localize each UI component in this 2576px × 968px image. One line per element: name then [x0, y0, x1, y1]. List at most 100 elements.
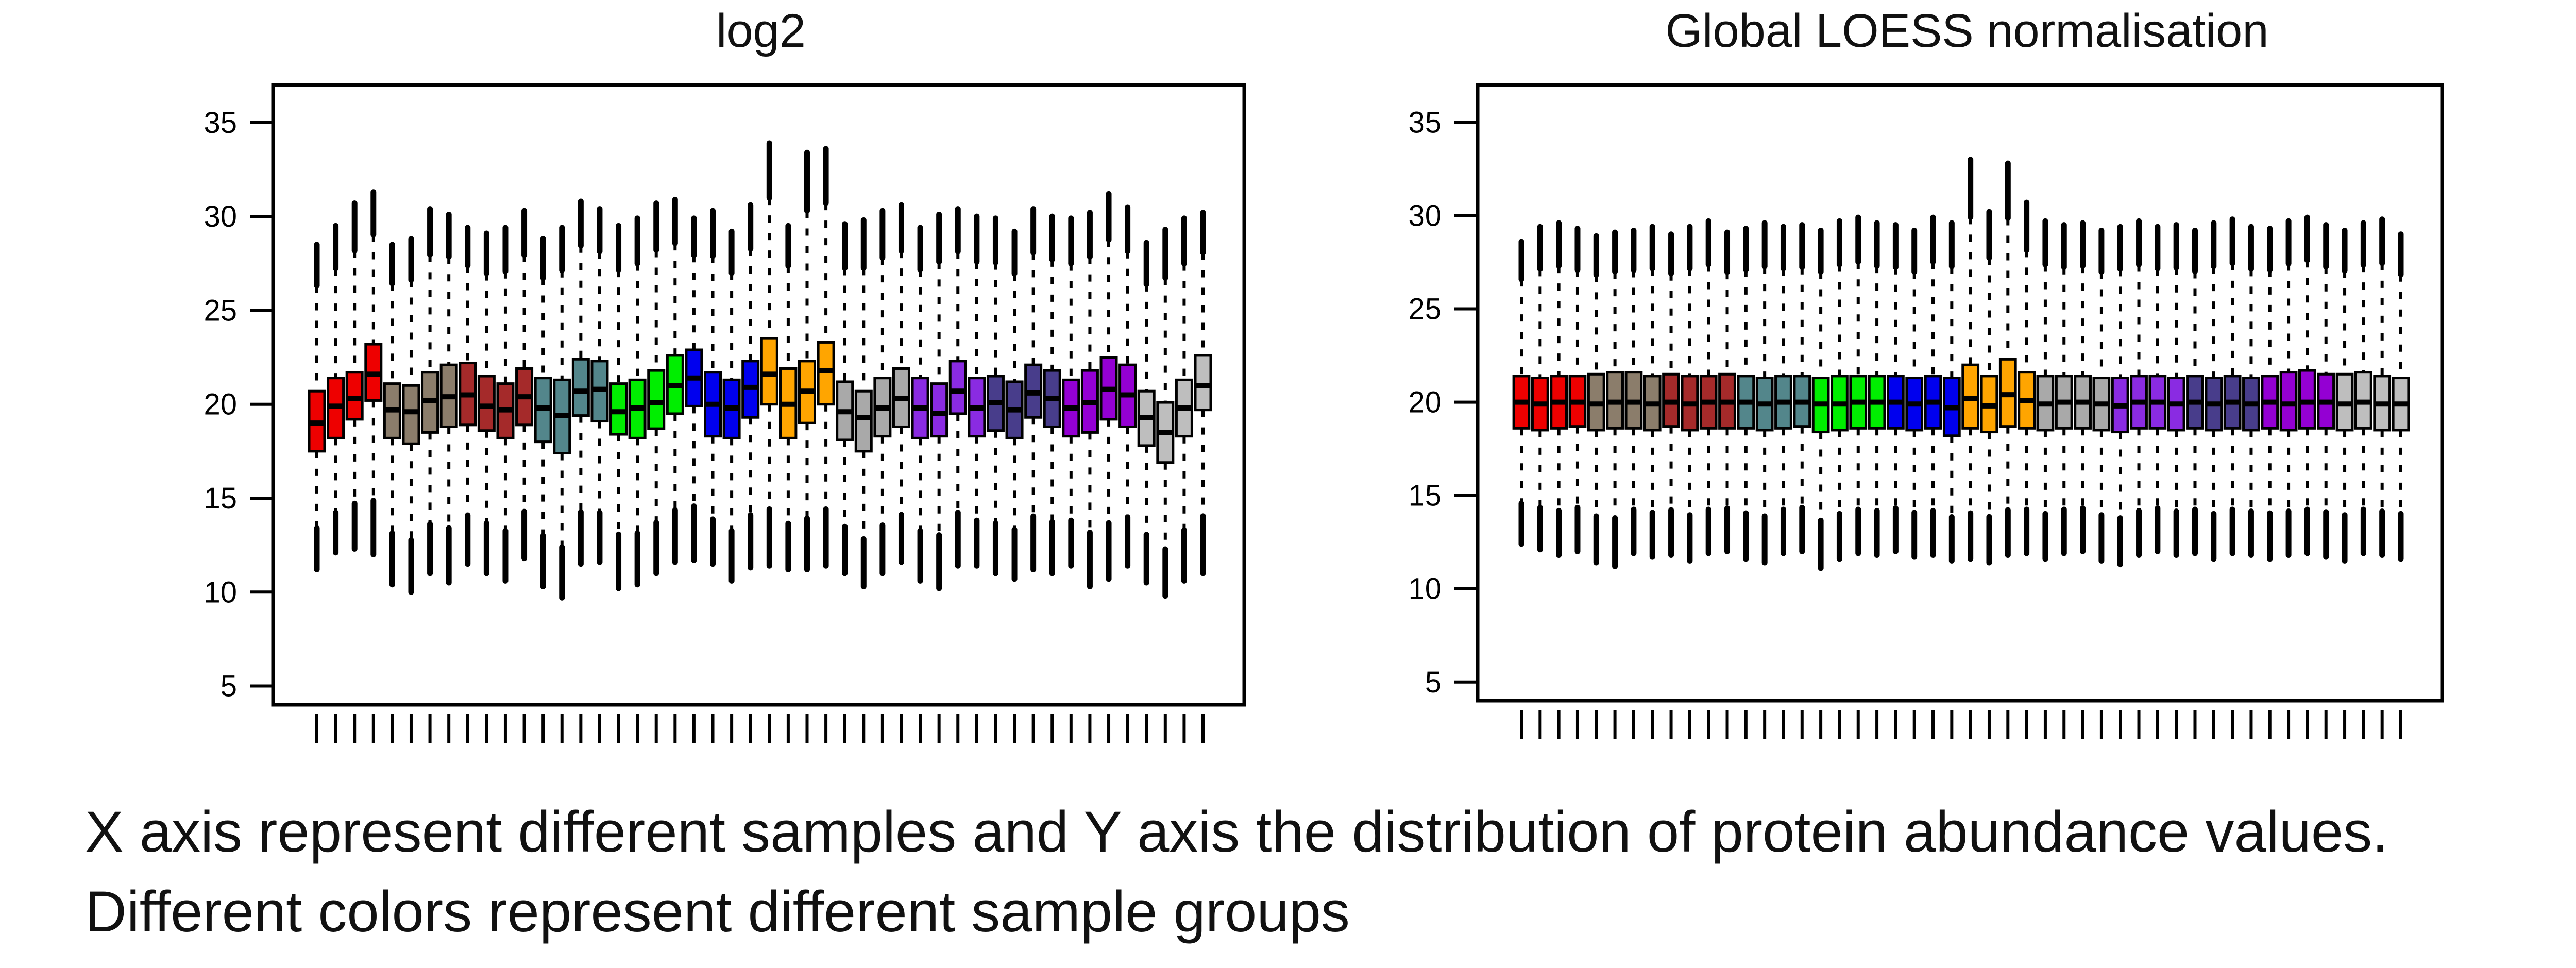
box-sample-9 [459, 225, 477, 567]
box-sample-13 [1737, 226, 1755, 562]
box-sample-46 [2354, 220, 2372, 556]
box [1886, 375, 1905, 430]
box [571, 358, 590, 417]
box-sample-20 [1868, 220, 1886, 558]
box [647, 369, 666, 430]
y-tick-label: 20 [1408, 386, 1442, 419]
caption-line-2: Different colors represent different sam… [85, 879, 1350, 944]
box-sample-31 [873, 208, 892, 576]
y-tick-label: 5 [1425, 666, 1442, 699]
box-sample-45 [2335, 227, 2354, 564]
box-sample-44 [2317, 222, 2335, 560]
box-sample-48 [2392, 231, 2410, 562]
plot-frame [271, 83, 1246, 707]
box-sample-1 [1512, 239, 1531, 547]
box-sample-9 [1662, 231, 1680, 558]
box-sample-14 [1755, 220, 1774, 566]
box-sample-23 [1924, 214, 1942, 558]
box-sample-15 [571, 198, 590, 567]
box-sample-1 [308, 242, 326, 573]
box-sample-42 [2279, 218, 2298, 558]
box-sample-14 [553, 225, 571, 601]
box-sample-47 [2373, 216, 2392, 558]
box-sample-7 [1624, 227, 1643, 556]
box-sample-12 [1718, 229, 1736, 554]
box-sample-45 [1137, 240, 1156, 586]
box-sample-24 [1942, 220, 1961, 564]
box [477, 375, 496, 432]
box-sample-6 [402, 236, 420, 595]
box-sample-27 [798, 149, 816, 573]
box-sample-34 [2130, 218, 2148, 558]
box-sample-35 [2148, 224, 2167, 554]
box-sample-37 [2186, 227, 2204, 556]
box-sample-5 [1587, 233, 1605, 566]
chart-title-log2: log2 [716, 5, 806, 57]
plot-frame [1476, 83, 2444, 703]
box-sample-10 [477, 230, 496, 576]
box-sample-4 [364, 189, 383, 557]
y-tick-label: 15 [204, 482, 237, 515]
box-sample-35 [948, 206, 967, 569]
y-tick-label: 10 [1408, 572, 1442, 606]
y-tick-label: 20 [204, 388, 237, 421]
box-sample-16 [590, 206, 609, 565]
box [345, 371, 364, 421]
box-sample-36 [2167, 222, 2185, 558]
box-sample-37 [986, 215, 1005, 576]
box-sample-39 [1024, 206, 1043, 573]
box-sample-33 [2111, 224, 2129, 568]
box-sample-29 [836, 221, 854, 576]
box-sample-42 [1080, 210, 1099, 589]
box-sample-30 [854, 217, 873, 589]
box-sample-26 [1980, 209, 1998, 566]
box-sample-17 [609, 223, 628, 591]
box-sample-43 [2298, 214, 2316, 556]
box-sample-19 [1849, 214, 1868, 556]
box-sample-17 [1811, 227, 1830, 571]
box-sample-28 [2018, 199, 2036, 556]
box-sample-12 [515, 208, 534, 562]
box-sample-47 [1175, 215, 1193, 584]
box-sample-34 [930, 212, 948, 591]
y-tick-label: 30 [204, 200, 237, 233]
y-tick-label: 25 [204, 294, 237, 327]
box-sample-40 [2242, 224, 2260, 558]
box-sample-18 [628, 215, 647, 588]
box [1194, 354, 1212, 412]
box-sample-25 [1961, 157, 1980, 562]
box-sample-40 [1043, 213, 1061, 576]
box [948, 360, 967, 415]
box-sample-30 [2055, 222, 2073, 556]
box-sample-33 [911, 225, 929, 584]
chart-title-loess: Global LOESS normalisation [1665, 5, 2269, 57]
box [402, 384, 420, 445]
box-sample-8 [439, 212, 458, 586]
box-sample-27 [1998, 160, 2017, 558]
box-sample-22 [704, 208, 722, 567]
y-tick-label: 30 [1408, 199, 1442, 232]
boxplot-log2: 5 10 15 20 25 30 35 [204, 83, 1246, 743]
box-sample-38 [1005, 228, 1024, 582]
box-sample-21 [685, 215, 703, 563]
box-sample-11 [496, 225, 515, 584]
box-sample-25 [760, 140, 778, 569]
box [930, 382, 948, 438]
box [760, 337, 778, 406]
box-sample-11 [1699, 218, 1718, 556]
box-sample-16 [1793, 222, 1811, 554]
box [2279, 371, 2298, 432]
box-sample-26 [779, 223, 798, 573]
box-sample-36 [968, 213, 986, 569]
box-sample-38 [2205, 220, 2223, 562]
box-sample-21 [1886, 222, 1905, 554]
box [609, 382, 628, 436]
y-tick-label: 25 [1408, 293, 1442, 326]
box-sample-29 [2036, 218, 2055, 562]
y-tick-label: 35 [204, 106, 237, 140]
box-sample-22 [1905, 227, 1924, 560]
box-sample-31 [2074, 220, 2092, 554]
box [854, 389, 873, 453]
box-sample-7 [421, 206, 439, 576]
